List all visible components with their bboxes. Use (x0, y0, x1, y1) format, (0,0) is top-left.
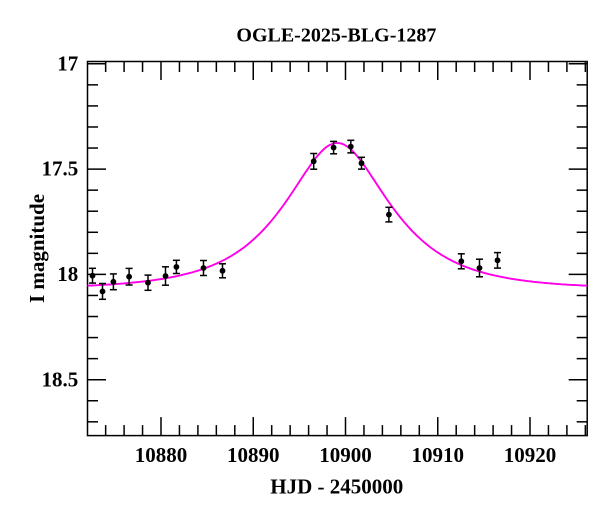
svg-text:17.5: 17.5 (41, 157, 78, 181)
svg-text:18: 18 (57, 262, 78, 286)
svg-text:10900: 10900 (319, 443, 372, 467)
svg-text:I magnitude: I magnitude (25, 194, 49, 303)
svg-text:OGLE-2025-BLG-1287: OGLE-2025-BLG-1287 (236, 25, 436, 47)
svg-text:18.5: 18.5 (41, 367, 78, 391)
svg-text:10910: 10910 (412, 443, 465, 467)
svg-text:10880: 10880 (135, 443, 188, 467)
svg-text:HJD - 2450000: HJD - 2450000 (270, 475, 403, 499)
svg-text:17: 17 (57, 51, 78, 75)
svg-text:10920: 10920 (504, 443, 557, 467)
svg-text:10890: 10890 (227, 443, 280, 467)
